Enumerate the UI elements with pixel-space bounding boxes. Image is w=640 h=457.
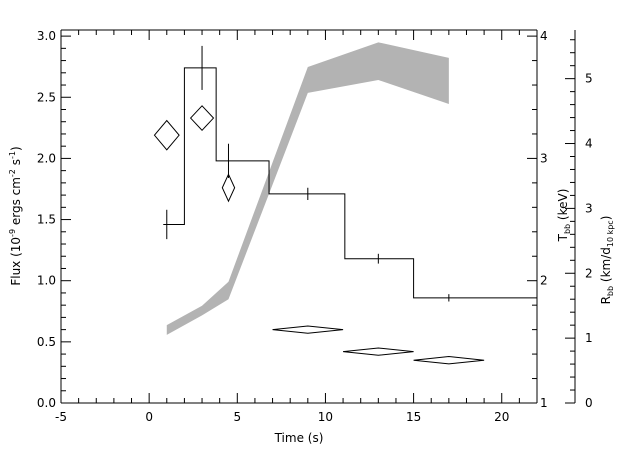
temp-tick-label: 1 xyxy=(540,396,548,410)
flux-axis-label: Flux (10-9 ergs cm-2 s-1) xyxy=(8,146,23,285)
radius-tick-label: 2 xyxy=(585,266,593,280)
radius-label-sub2: 10 kpc xyxy=(606,220,615,247)
flux-label-main: Flux (10 xyxy=(9,237,23,286)
radius-band-layer xyxy=(166,42,449,335)
temp-label-sub: bb xyxy=(563,224,572,234)
flux-label-end: ) xyxy=(9,146,23,151)
radius-tick-label: 5 xyxy=(585,72,593,86)
x-axis-label: Time (s) xyxy=(274,431,324,445)
x-tick-label: 20 xyxy=(494,410,509,424)
radius-label-sub: bb xyxy=(606,286,615,296)
x-tick-label: 0 xyxy=(145,410,153,424)
temperature-diamond xyxy=(343,347,414,356)
flux-label-mid: ergs cm xyxy=(9,177,23,229)
temperature-diamond-layer xyxy=(153,105,485,365)
flux-histogram-line xyxy=(163,67,537,299)
temperature-axis-label: Tbb (keV) xyxy=(556,189,572,243)
temperature-diamond xyxy=(413,356,485,365)
flux-tick-label: 3.0 xyxy=(37,29,56,43)
radius-tick-label: 0 xyxy=(585,396,593,410)
temp-tick-label: 3 xyxy=(540,151,548,165)
temperature-diamond xyxy=(189,105,215,132)
flux-tick-label: 1.0 xyxy=(37,274,56,288)
flux-label-exp2: -2 xyxy=(8,169,17,177)
temperature-diamond xyxy=(221,173,236,203)
temp-tick-label: 4 xyxy=(540,29,548,43)
radius-label-main: R xyxy=(599,296,613,304)
radius-label-mid: (km/d xyxy=(599,247,613,286)
radius-tick-label: 1 xyxy=(585,331,593,345)
flux-tick-label: 0.0 xyxy=(37,396,56,410)
flux-tick-label: 2.0 xyxy=(37,151,56,165)
flux-label-mid2: s xyxy=(9,159,23,169)
temperature-diamond xyxy=(153,119,180,151)
flux-histogram-layer xyxy=(163,45,537,302)
flux-tick-label: 0.5 xyxy=(37,335,56,349)
temp-label-end: (keV) xyxy=(556,189,570,224)
x-tick-label: 15 xyxy=(406,410,421,424)
radius-tick-label: 3 xyxy=(585,201,593,215)
flux-label-exp1: -9 xyxy=(8,229,17,237)
temp-label-main: T xyxy=(556,233,570,242)
x-tick-label: -5 xyxy=(55,410,67,424)
radius-label-end: ) xyxy=(599,216,613,221)
flux-label-exp3: -1 xyxy=(8,151,17,159)
temperature-diamond xyxy=(272,325,344,334)
radius-axis-label: Rbb (km/d10 kpc) xyxy=(599,216,615,305)
tick-layer: -5 0 5 10 15 20 0.0 0.5 1.0 1.5 2.0 2.5 3.0 1 2 3 4 0 1 2 3 4… xyxy=(37,29,593,424)
x-tick-label: 5 xyxy=(233,410,241,424)
radius-tick-label: 4 xyxy=(585,137,593,151)
flux-tick-label: 1.5 xyxy=(37,213,56,227)
plot-frame xyxy=(60,29,576,404)
flux-tick-label: 2.5 xyxy=(37,90,56,104)
temp-tick-label: 2 xyxy=(540,274,548,288)
x-tick-label: 10 xyxy=(318,410,333,424)
radius-band xyxy=(166,42,449,335)
